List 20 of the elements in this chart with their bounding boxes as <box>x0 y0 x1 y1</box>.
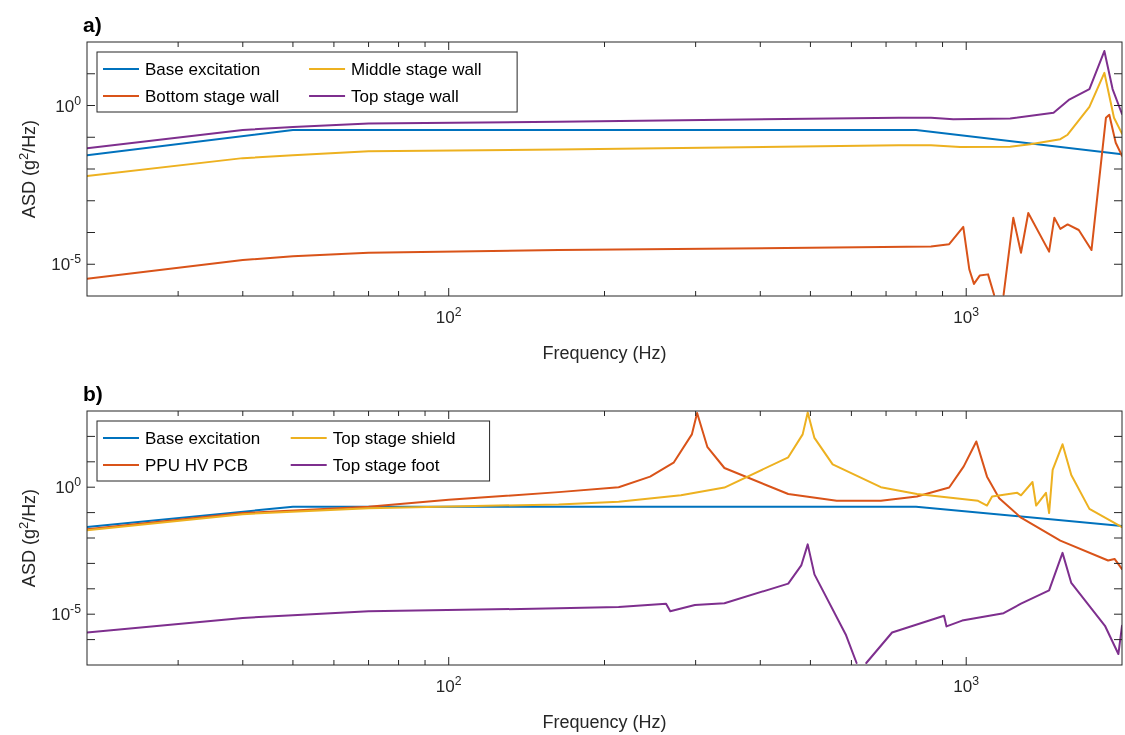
chart-title: a) <box>83 13 102 36</box>
chart-title: b) <box>83 382 103 405</box>
legend-label: Base excitation <box>145 429 261 448</box>
x-axis-title: Frequency (Hz) <box>542 343 667 363</box>
legend-label: Middle stage wall <box>351 60 482 79</box>
legend-label: Top stage wall <box>351 87 459 106</box>
x-tick-label: 10$^{3}$ <box>953 674 980 696</box>
y-tick-label: 10$^{0}$ <box>55 93 82 116</box>
x-tick-label: 10$^{2}$ <box>435 674 462 696</box>
legend-label: Top stage shield <box>332 429 456 448</box>
legend-label: Bottom stage wall <box>145 87 280 106</box>
y-tick-label: 10$^{-5}$ <box>51 602 82 625</box>
legend-label: Base excitation <box>145 60 261 79</box>
legend-label: Top stage foot <box>332 456 440 475</box>
x-tick-label: 10$^{3}$ <box>953 305 980 327</box>
y-tick-label: 10$^{0}$ <box>55 475 82 498</box>
legend-label: PPU HV PCB <box>145 456 248 475</box>
y-tick-label: 10$^{-5}$ <box>51 252 82 275</box>
x-axis-title: Frequency (Hz) <box>542 712 667 732</box>
x-tick-label: 10$^{2}$ <box>435 305 462 327</box>
